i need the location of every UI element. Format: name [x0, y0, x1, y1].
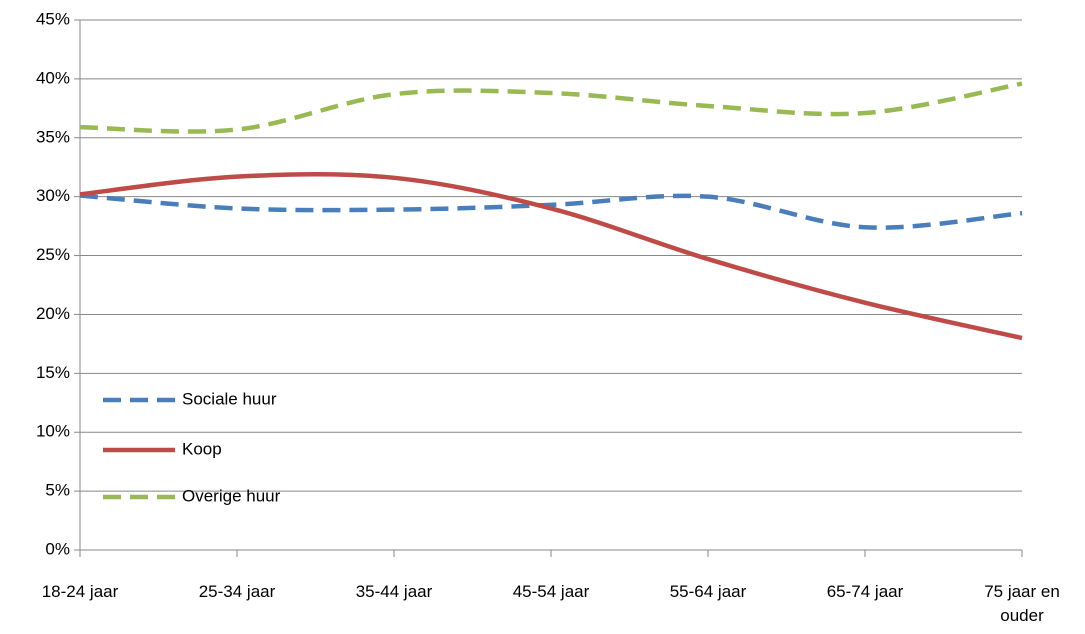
series-line [79, 81, 1023, 134]
series-line [79, 193, 1023, 230]
x-tick-label: 55-64 jaar [669, 582, 747, 601]
legend-label: Sociale huur [182, 389, 277, 408]
y-tick-label: 40% [36, 68, 70, 87]
y-tick-label: 25% [36, 245, 70, 264]
legend-label: Overige huur [182, 486, 281, 505]
legend-label: Koop [182, 439, 222, 458]
y-tick-label: 30% [36, 186, 70, 205]
x-tick-label: 18-24 jaar [41, 582, 119, 601]
y-tick-label: 45% [36, 9, 70, 28]
series-line [79, 171, 1023, 341]
x-tick-label: 45-54 jaar [512, 582, 590, 601]
y-tick-label: 0% [45, 539, 70, 558]
y-tick-label: 35% [36, 127, 70, 146]
x-tick-label: 35-44 jaar [355, 582, 433, 601]
x-tick-label: 75 jaar en ouder [984, 582, 1060, 625]
y-tick-label: 20% [36, 304, 70, 323]
y-tick-label: 10% [36, 422, 70, 441]
x-tick-label: 25-34 jaar [198, 582, 276, 601]
y-tick-label: 15% [36, 363, 70, 382]
x-tick-label: 65-74 jaar [826, 582, 904, 601]
y-tick-label: 5% [45, 481, 70, 500]
